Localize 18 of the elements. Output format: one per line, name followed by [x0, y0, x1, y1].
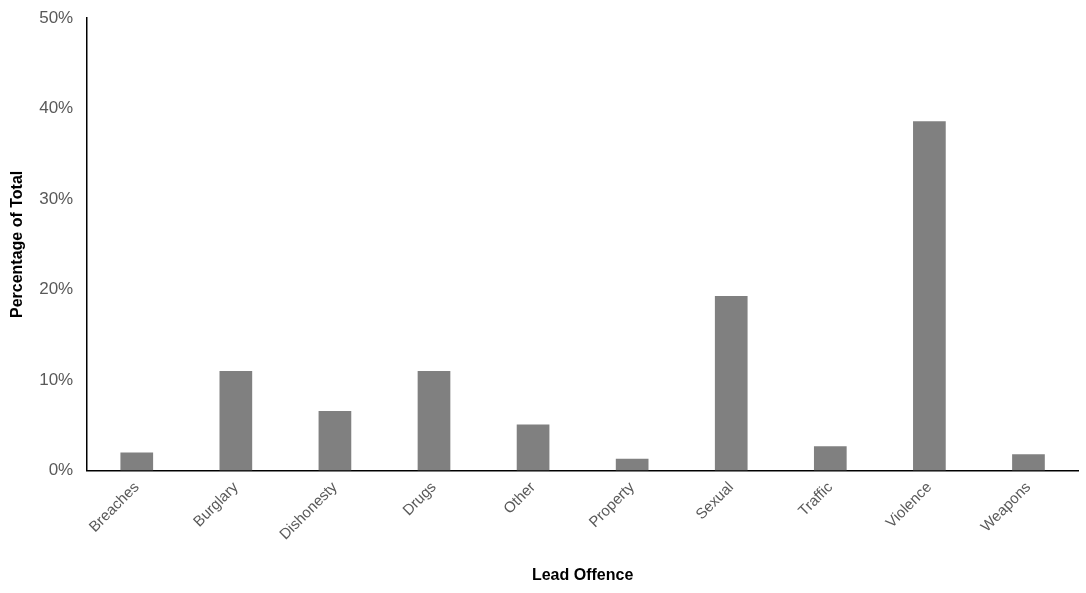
x-axis-title: Lead Offence: [531, 565, 634, 583]
y-tick-label: 30%: [39, 188, 74, 208]
bar: [516, 424, 550, 471]
bar: [120, 452, 154, 471]
bar: [417, 371, 451, 471]
bar: [714, 295, 748, 471]
bar: [813, 446, 847, 471]
y-tick-label: 20%: [39, 279, 74, 299]
bar: [219, 371, 253, 471]
bar: [1012, 454, 1045, 471]
bar: [318, 410, 352, 471]
bar: [913, 121, 946, 471]
y-tick-label: 0%: [48, 460, 74, 480]
y-tick-label: 10%: [39, 369, 74, 389]
bar: [615, 458, 649, 471]
y-tick-label: 40%: [39, 98, 74, 118]
y-tick-label: 50%: [39, 7, 74, 27]
y-axis-title: Percentage of Total: [8, 170, 26, 319]
